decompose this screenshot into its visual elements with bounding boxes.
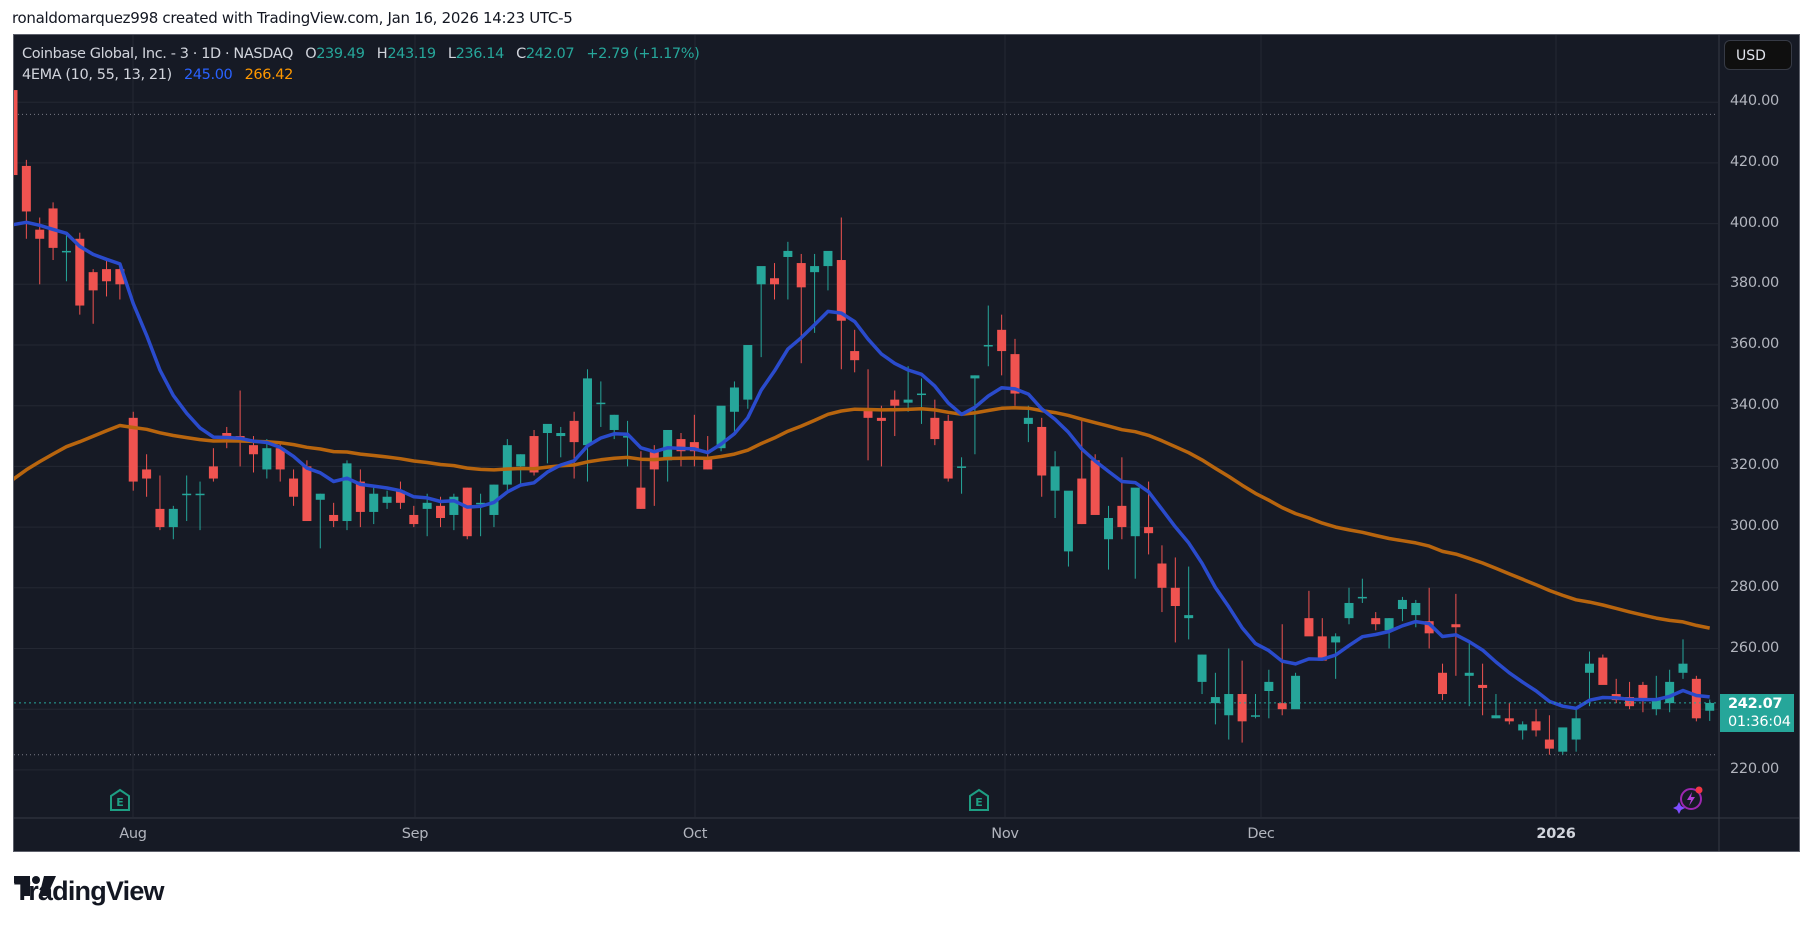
price-axis-label: 260.00 xyxy=(1730,639,1779,656)
high-value: 243.19 xyxy=(387,46,436,62)
time-axis-label: 2026 xyxy=(1536,826,1576,842)
price-axis-label: 340.00 xyxy=(1730,396,1779,413)
svg-text:E: E xyxy=(975,796,983,809)
last-price-tag: 242.07 01:36:04 xyxy=(1720,694,1794,732)
price-axis-label: 220.00 xyxy=(1730,760,1779,777)
price-axis-label: 360.00 xyxy=(1730,336,1779,352)
time-axis-label: Oct xyxy=(682,826,708,842)
price-axis-label: 300.00 xyxy=(1730,518,1779,535)
ema-slow-value: 266.42 xyxy=(244,67,294,83)
spark-lightning-icon[interactable] xyxy=(1672,784,1706,816)
low-label: L xyxy=(447,46,456,62)
earnings-icon[interactable]: E xyxy=(109,788,131,812)
tradingview-brand[interactable]: TradingView xyxy=(14,874,165,908)
price-axis-label: 320.00 xyxy=(1730,457,1779,474)
close-label: C xyxy=(516,46,526,62)
price-axis-label: 440.00 xyxy=(1730,93,1779,110)
last-price: 242.07 xyxy=(1728,696,1783,712)
high-label: H xyxy=(376,46,388,62)
time-axis-label: Sep xyxy=(401,826,429,842)
time-axis-label: Nov xyxy=(991,826,1019,842)
price-axis-label: 280.00 xyxy=(1730,578,1779,595)
tradingview-logo-icon xyxy=(14,876,56,896)
symbol-title: Coinbase Global, Inc. - 3 · 1D · NASDAQ xyxy=(22,46,293,62)
open-value: 239.49 xyxy=(316,46,365,62)
price-axis-label: 420.00 xyxy=(1730,153,1779,170)
currency-button[interactable]: USD xyxy=(1724,40,1792,70)
chart-legend: Coinbase Global, Inc. - 3 · 1D · NASDAQ … xyxy=(22,44,700,86)
close-value: 242.07 xyxy=(525,46,575,62)
indicator-title: 4EMA (10, 55, 13, 21) xyxy=(22,67,172,83)
time-axis-label: Dec xyxy=(1247,826,1275,842)
price-axis-label: 400.00 xyxy=(1730,214,1779,231)
symbol-legend-row[interactable]: Coinbase Global, Inc. - 3 · 1D · NASDAQ … xyxy=(22,44,700,65)
ema-fast-value: 245.00 xyxy=(184,67,233,83)
open-label: O xyxy=(305,46,317,62)
chart-credit: ronaldomarquez998 created with TradingVi… xyxy=(12,9,573,27)
indicator-legend-row[interactable]: 4EMA (10, 55, 13, 21) 245.00 266.42 xyxy=(22,65,699,86)
earnings-icon[interactable]: E xyxy=(968,788,990,812)
chart-panel[interactable] xyxy=(13,34,1800,852)
change-value: +2.79 (+1.17%) xyxy=(586,46,700,62)
price-axis-label: 380.00 xyxy=(1730,275,1779,292)
low-value: 236.14 xyxy=(455,46,505,62)
time-axis-label: Aug xyxy=(119,826,147,842)
bar-countdown: 01:36:04 xyxy=(1728,714,1791,730)
svg-text:E: E xyxy=(116,796,124,809)
